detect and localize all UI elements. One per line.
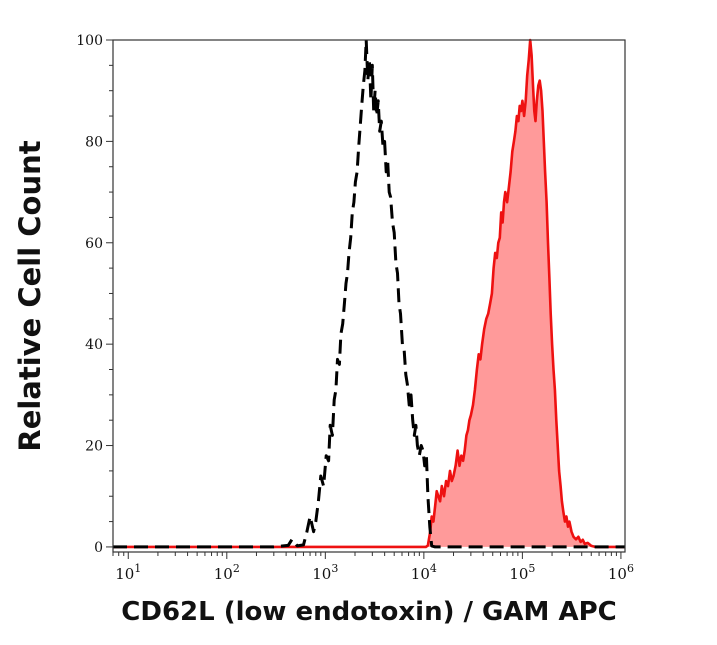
x-tick-label: 104	[411, 562, 437, 583]
series-layer	[113, 38, 625, 549]
y-tick-label: 100	[76, 33, 103, 49]
y-axis-label: Relative Cell Count	[13, 140, 47, 451]
y-tick-label: 40	[85, 337, 103, 353]
y-tick-label: 60	[85, 236, 103, 252]
x-axis-label: CD62L (low endotoxin) / GAM APC	[121, 597, 616, 627]
x-tick-label: 101	[115, 562, 141, 583]
y-tick-label: 20	[85, 439, 103, 455]
y-axis-ticks: 0 20 40 60 80 100	[76, 33, 113, 556]
positive-population-fill	[113, 40, 625, 547]
x-axis-ticks: 101 102 103 104 105 106	[112, 552, 634, 583]
x-tick-label: 102	[214, 562, 240, 583]
control-population-line	[113, 38, 625, 549]
x-tick-label: 103	[312, 562, 338, 583]
plot-frame	[112, 39, 626, 553]
y-tick-label: 0	[94, 540, 103, 556]
y-tick-label: 80	[85, 134, 103, 150]
positive-population-line	[113, 38, 625, 549]
x-tick-label: 105	[509, 562, 535, 583]
x-tick-label: 106	[608, 562, 634, 583]
